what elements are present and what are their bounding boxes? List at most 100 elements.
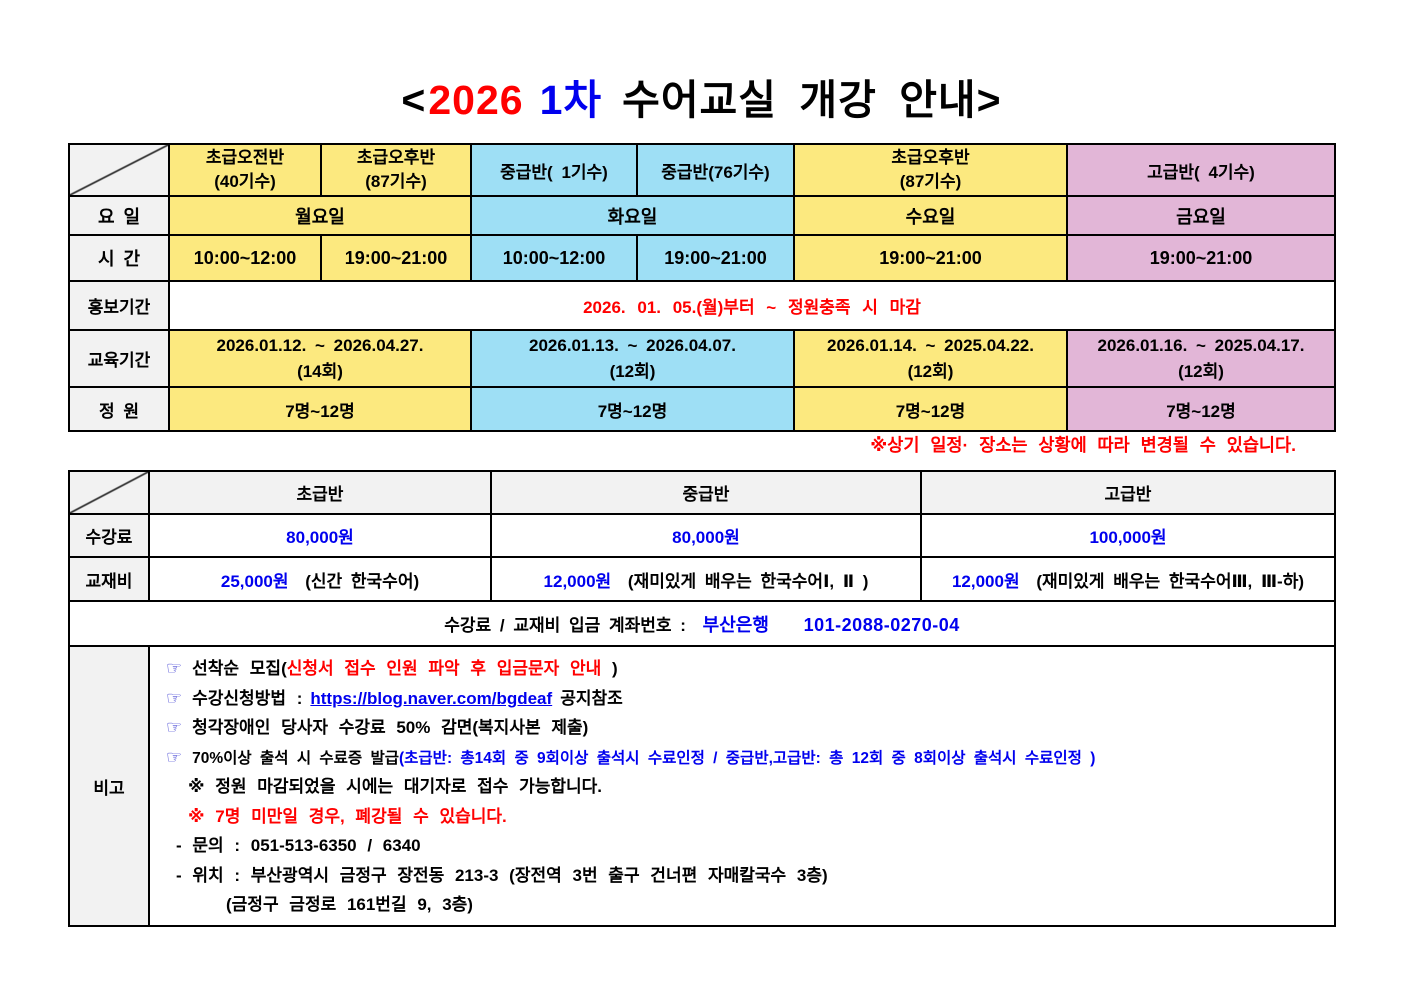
class-name: 초급오후반: [891, 148, 970, 167]
textbook-intermediate: 12,000원 (재미있게 배우는 한국수어Ⅰ, Ⅱ ): [490, 556, 922, 602]
period-count: (12회): [1178, 361, 1224, 381]
row-label-textbook: 교재비: [68, 556, 150, 602]
remark-discount: ☞ 청각장애인 당사자 수강료 50% 감면(복지사본 제출): [151, 713, 1333, 743]
remark-certificate: ☞ 70%이상 출석 시 수료증 발급(초급반: 총14회 중 9회이상 출석시 …: [151, 743, 1333, 773]
remark-text: 청각장애인 당사자 수강료 50% 감면(복지사본 제출): [192, 718, 589, 737]
remark-contact: - 문의 : 051-513-6350 / 6340: [151, 831, 1333, 861]
education-period-fri: 2026.01.16. ~ 2025.04.17. (12회): [1066, 329, 1336, 388]
day-tuesday: 화요일: [470, 195, 795, 236]
level-header-beginner: 초급반: [148, 470, 492, 515]
class-cohort: (87기수): [899, 172, 962, 191]
time-cell: 19:00~21:00: [1066, 234, 1336, 282]
textbook-desc: (재미있게 배우는 한국수어Ⅲ, Ⅲ-하): [1036, 571, 1305, 591]
blog-link[interactable]: https://blog.naver.com/bgdeaf: [310, 688, 553, 708]
pointing-finger-icon: ☞: [166, 746, 183, 767]
tuition-advanced: 100,000원: [920, 513, 1336, 558]
title-bracket-close: >: [976, 77, 1002, 123]
class-header-beginner-morning: 초급오전반 (40기수): [168, 143, 322, 197]
day-friday: 금요일: [1066, 195, 1336, 236]
education-period-tue: 2026.01.13. ~ 2026.04.07. (12회): [470, 329, 795, 388]
class-header-intermediate-76: 중급반(76기수): [636, 143, 795, 197]
remark-apply-method: ☞ 수강신청방법 : https://blog.naver.com/bgdeaf 공지…: [151, 684, 1333, 714]
account-number: 101-2088-0270-04: [803, 614, 960, 635]
period-count: (12회): [907, 361, 954, 381]
remark-waitlist: ※ 정원 마감되었을 시에는 대기자로 접수 가능합니다.: [151, 772, 1333, 802]
schedule-table: 초급오전반 (40기수) 초급오후반 (87기수) 중급반( 1기수) 중급반(…: [68, 143, 1336, 432]
level-header-intermediate: 중급반: [490, 470, 922, 515]
textbook-price: 12,000원: [543, 571, 612, 591]
tuition-intermediate: 80,000원: [490, 513, 922, 558]
education-period-wed: 2026.01.14. ~ 2025.04.22. (12회): [793, 329, 1068, 388]
remark-text: ): [601, 659, 618, 678]
day-monday: 월요일: [168, 195, 472, 236]
period-range: 2026.01.14. ~ 2025.04.22.: [827, 335, 1034, 355]
capacity-cell: 7명~12명: [793, 386, 1068, 432]
title-text: 수어교실 개강 안내: [622, 77, 977, 123]
remark-cancellation: ※ 7명 미만일 경우, 폐강될 수 있습니다.: [151, 802, 1333, 832]
time-cell: 10:00~12:00: [168, 234, 322, 282]
row-label-day: 요 일: [68, 195, 170, 236]
class-cohort: (87기수): [365, 172, 427, 191]
time-cell: 19:00~21:00: [793, 234, 1068, 282]
promotion-period-value: 2026. 01. 05.(월)부터 ~ 정원충족 시 마감: [168, 280, 1336, 331]
class-name: 초급오전반: [205, 148, 285, 167]
row-label-time: 시 간: [68, 234, 170, 282]
period-range: 2026.01.16. ~ 2025.04.17.: [1097, 335, 1305, 355]
textbook-price: 25,000원: [220, 571, 289, 591]
title-round: 1차: [539, 77, 603, 123]
class-header-intermediate-1: 중급반( 1기수): [470, 143, 638, 197]
title-year: 2026: [428, 77, 524, 123]
remark-text: 70%이상 출석 시 수료증 발급: [192, 749, 399, 767]
schedule-change-note: ※상기 일정· 장소는 상황에 따라 변경될 수 있습니다.: [870, 435, 1296, 455]
tuition-beginner: 80,000원: [148, 513, 492, 558]
education-period-mon: 2026.01.12. ~ 2026.04.27. (14회): [168, 329, 472, 388]
remark-text: 선착순 모집(: [192, 659, 287, 678]
account-prefix: 수강료 / 교재비 입금 계좌번호 :: [444, 615, 686, 635]
period-range: 2026.01.12. ~ 2026.04.27.: [216, 335, 424, 355]
remark-first-come: ☞ 선착순 모집(신청서 접수 인원 파악 후 입금문자 안내 ): [151, 654, 1333, 684]
remark-text-blue: (초급반: 총14회 중 9회이상 출석시 수료인정 / 중급반,고급반: 총 …: [399, 749, 1096, 767]
remark-text: (금정구 금정로 161번길 9, 3층): [226, 895, 473, 914]
remark-text-red: 신청서 접수 인원 파악 후 입금문자 안내: [286, 659, 602, 678]
row-label-capacity: 정 원: [68, 386, 170, 432]
remarks-cell: ☞ 선착순 모집(신청서 접수 인원 파악 후 입금문자 안내 ) ☞ 수강신청방법…: [148, 645, 1336, 927]
remark-text-red: ※ 7명 미만일 경우, 폐강될 수 있습니다.: [188, 806, 507, 826]
remark-location-road-address: (금정구 금정로 161번길 9, 3층): [151, 890, 1333, 920]
row-label-tuition: 수강료: [68, 513, 150, 558]
time-cell: 19:00~21:00: [320, 234, 472, 282]
row-label-remarks: 비고: [68, 645, 150, 927]
class-name: 초급오후반: [356, 148, 436, 167]
remark-text: ※ 정원 마감되었을 시에는 대기자로 접수 가능합니다.: [188, 777, 603, 796]
bank-name: 부산은행: [702, 614, 769, 635]
class-cohort: (40기수): [214, 172, 276, 191]
fees-table: 초급반 중급반 고급반 수강료 80,000원 80,000원 100,000원…: [68, 470, 1336, 927]
remark-text: 공지참조: [560, 688, 623, 708]
day-wednesday: 수요일: [793, 195, 1068, 236]
period-range: 2026.01.13. ~ 2026.04.07.: [529, 335, 736, 355]
textbook-advanced: 12,000원 (재미있게 배우는 한국수어Ⅲ, Ⅲ-하): [920, 556, 1336, 602]
row-label-education-period: 교육기간: [68, 329, 170, 388]
class-header-advanced: 고급반( 4기수): [1066, 143, 1336, 197]
remark-text: - 문의 : 051-513-6350 / 6340: [176, 836, 421, 855]
textbook-desc: (신간 한국수어): [305, 571, 420, 591]
diagonal-corner-cell: [68, 470, 150, 515]
capacity-cell: 7명~12명: [168, 386, 472, 432]
remark-location: - 위치 : 부산광역시 금정구 장전동 213-3 (장전역 3번 출구 건너…: [151, 861, 1333, 891]
title-bracket-open: <: [401, 77, 427, 123]
page-title: <2026 1차 수어교실 개강 안내>: [0, 66, 1403, 126]
row-label-promotion-period: 홍보기간: [68, 280, 170, 331]
bank-account-row: 수강료 / 교재비 입금 계좌번호 : 부산은행 101-2088-0270-0…: [68, 600, 1336, 647]
pointing-finger-icon: ☞: [166, 717, 183, 737]
textbook-desc: (재미있게 배우는 한국수어Ⅰ, Ⅱ ): [627, 571, 869, 591]
time-cell: 10:00~12:00: [470, 234, 638, 282]
period-count: (14회): [297, 361, 343, 381]
class-header-beginner-evening-mon: 초급오후반 (87기수): [320, 143, 472, 197]
capacity-cell: 7명~12명: [470, 386, 795, 432]
textbook-beginner: 25,000원 (신간 한국수어): [148, 556, 492, 602]
remark-text: - 위치 : 부산광역시 금정구 장전동 213-3 (장전역 3번 출구 건너…: [176, 865, 828, 885]
level-header-advanced: 고급반: [920, 470, 1336, 515]
diagonal-corner-cell: [68, 143, 170, 197]
capacity-cell: 7명~12명: [1066, 386, 1336, 432]
period-count: (12회): [609, 361, 656, 381]
